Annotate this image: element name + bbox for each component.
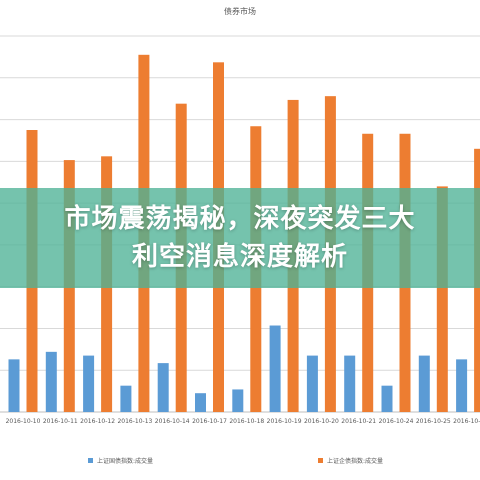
headline-banner: 市场震荡揭秘，深夜突发三大 利空消息深度解析	[0, 188, 480, 288]
bar-series-1-2016-10-13	[120, 385, 132, 412]
legend-label: 上证企债指数:成交量	[327, 458, 384, 465]
bar-series-1-2016-10-14	[157, 363, 169, 412]
bar-series-1-2016-10-21	[344, 355, 356, 412]
x-tick-label: 2016-10-14	[155, 418, 190, 425]
bar-series-1-2016-10-19	[269, 325, 281, 412]
x-tick-label: 2016-10-26	[453, 418, 480, 425]
bar-series-1-2016-10-12	[83, 355, 95, 412]
x-tick-label: 2016-10-17	[192, 418, 227, 425]
bar-series-1-2016-10-10	[8, 359, 20, 412]
x-tick-label: 2016-10-21	[341, 418, 376, 425]
legend-swatch	[318, 458, 323, 463]
bar-series-1-2016-10-20	[306, 355, 318, 412]
x-tick-label: 2016-10-19	[267, 418, 302, 425]
x-tick-label: 2016-10-12	[80, 418, 115, 425]
bar-series-1-2016-10-24	[381, 385, 393, 412]
legend-label: 上证国债指数:成交量	[97, 458, 154, 465]
legend-item-2: 上证企债指数:成交量	[318, 456, 383, 465]
chart-legend: 上证国债指数:成交量 上证企债指数:成交量	[0, 456, 480, 470]
x-tick-label: 2016-10-18	[229, 418, 264, 425]
x-tick-label: 2016-10-25	[416, 418, 451, 425]
headline-line-2: 利空消息深度解析	[131, 242, 348, 272]
x-tick-label: 2016-10-10	[6, 418, 41, 425]
bar-series-1-2016-10-11	[45, 351, 57, 412]
legend-swatch	[88, 458, 93, 463]
x-tick-label: 2016-10-24	[379, 418, 414, 425]
legend-item-1: 上证国债指数:成交量	[88, 456, 153, 465]
x-tick-labels: 2016-10-10 2016-10-11 2016-10-12 2016-10-13…	[6, 418, 480, 425]
x-tick-label: 2016-10-20	[304, 418, 339, 425]
bar-series-1-2016-10-17	[195, 393, 206, 412]
bar-series-1-2016-10-18	[232, 389, 244, 412]
x-tick-label: 2016-10-11	[43, 418, 78, 425]
chart-title: 债券市场	[224, 7, 256, 16]
x-tick-label: 2016-10-13	[117, 418, 152, 425]
headline-line-1: 市场震荡揭秘，深夜突发三大	[64, 204, 416, 234]
bar-series-2-2016-10-25	[436, 186, 448, 412]
bar-series-1-2016-10-25	[418, 355, 430, 412]
bar-series-1-2016-10-26	[456, 359, 468, 412]
